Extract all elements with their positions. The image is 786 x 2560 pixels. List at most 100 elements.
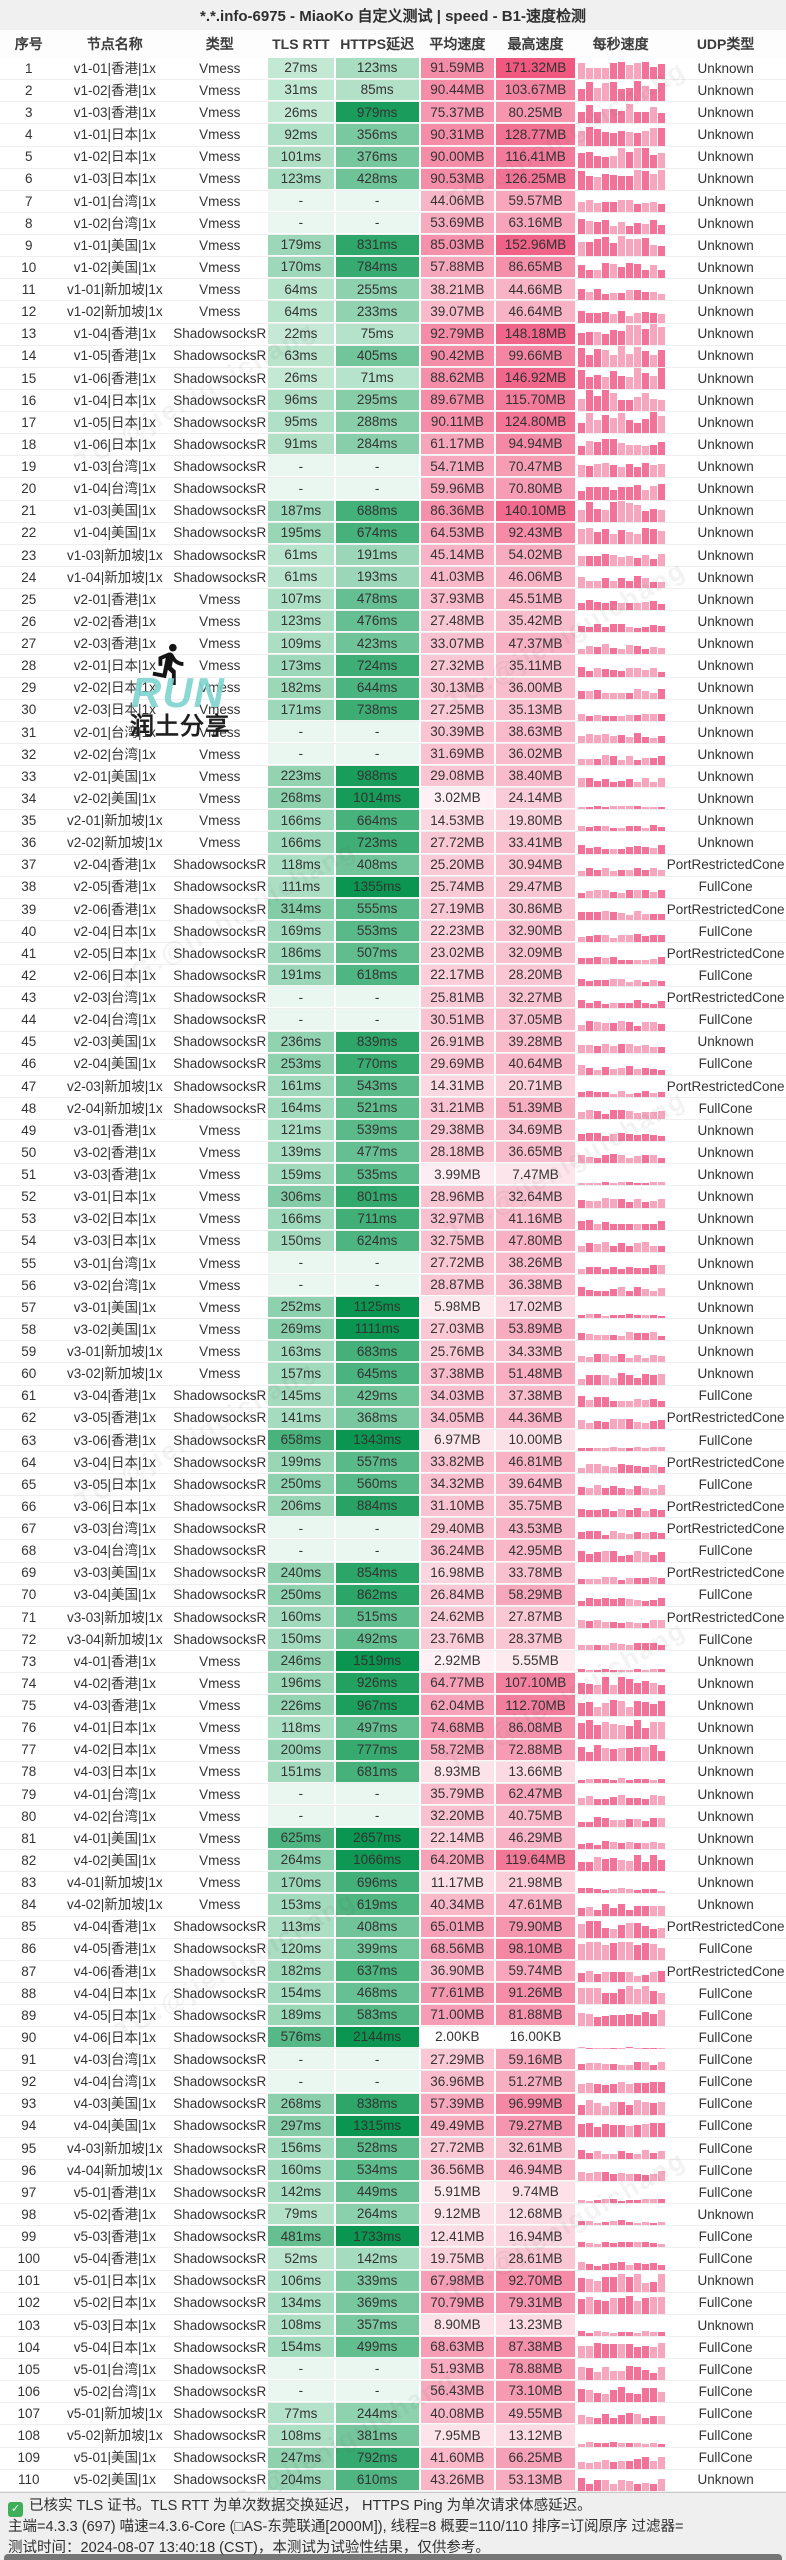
speed-bar (650, 1600, 658, 1606)
speed-bar (626, 934, 634, 942)
cell-tls-rtt: - (268, 2071, 334, 2093)
speed-bar (610, 648, 618, 655)
cell-type: Vmess (199, 613, 241, 629)
cell-https-latency: 288ms (335, 412, 419, 434)
speed-bar (658, 626, 666, 633)
speed-bar (618, 1448, 626, 1451)
cell-type: Vmess (199, 1897, 241, 1913)
cell-https-latency: 967ms (335, 1695, 419, 1717)
speed-sparkline (576, 855, 666, 876)
speed-bar (610, 1199, 618, 1208)
cell-max-speed: 66.25MB (495, 2447, 576, 2469)
speed-sparkline (576, 2403, 666, 2425)
cell-type: Vmess (199, 1277, 241, 1293)
speed-bar (626, 2221, 634, 2226)
table-row: 109 v5-01|美国|1x ShadowsocksR 247ms 792ms 41.6… (0, 2447, 786, 2470)
cell-node-name: v4-01|美国|1x (73, 1830, 156, 1846)
speed-bar (618, 1794, 626, 1805)
cell-https-latency: 688ms (335, 500, 419, 522)
cell-udp-type: Unknown (697, 1167, 754, 1183)
speed-bar (586, 1720, 594, 1739)
speed-bar (610, 1288, 618, 1296)
speed-bar (618, 467, 626, 478)
speed-bar (602, 868, 610, 876)
speed-bar (658, 1023, 666, 1031)
speed-bar (642, 2241, 650, 2248)
cell-tls-rtt: 108ms (268, 2425, 334, 2447)
speed-bar (602, 2394, 610, 2403)
cell-avg-speed: 44.06MB (420, 190, 494, 212)
speed-bar (578, 807, 586, 810)
speed-bar (642, 1067, 650, 1075)
cell-node-name: v4-04|新加坡|1x (67, 2162, 163, 2178)
table-row: 61 v3-04|香港|1x ShadowsocksR 145ms 429ms 34.03… (0, 1385, 786, 1408)
cell-node-name: v3-04|香港|1x (73, 1388, 156, 1404)
speed-bar (610, 62, 618, 80)
speed-bar (642, 2047, 650, 2049)
cell-type: ShadowsocksR (173, 1056, 267, 1072)
speed-bar (586, 827, 594, 832)
speed-bar (642, 1728, 650, 1739)
speed-bar (642, 238, 650, 257)
speed-bar (610, 1223, 618, 1230)
speed-bar (594, 1909, 602, 1916)
speed-bar (586, 1987, 594, 2004)
speed-bar (626, 1223, 634, 1230)
speed-bar (586, 1400, 594, 1407)
speed-bar (594, 112, 602, 124)
speed-bar (594, 419, 602, 434)
speed-bar (626, 65, 634, 80)
speed-bar (658, 2150, 666, 2159)
speed-bar (586, 1422, 594, 1429)
speed-bar (602, 1993, 610, 2004)
cell-node-name: v4-03|日本|1x (73, 1764, 156, 1780)
cell-tls-rtt: 109ms (268, 633, 334, 655)
speed-bar (642, 1747, 650, 1761)
cell-avg-speed: 41.03MB (420, 566, 494, 588)
cell-speed-sparkline (576, 2359, 666, 2381)
cell-speed-sparkline (576, 655, 666, 677)
cell-avg-speed: 27.72MB (420, 1252, 494, 1274)
cell-avg-speed: 29.40MB (420, 1518, 494, 1540)
speed-bar (602, 1576, 610, 1584)
cell-index: 83 (21, 1875, 37, 1891)
table-row: 78 v4-03|日本|1x Vmess 151ms 681ms 8.93MB 13.66M… (0, 1761, 786, 1784)
cell-type: Vmess (199, 1189, 241, 1205)
cell-udp-type: Unknown (697, 326, 754, 342)
speed-bar (626, 2277, 634, 2292)
speed-bar (642, 1314, 650, 1319)
cell-node-name: v2-02|美国|1x (73, 790, 156, 806)
speed-bar (578, 2124, 586, 2137)
speed-bar (658, 326, 666, 345)
speed-bar (618, 1677, 626, 1695)
cell-tls-rtt: 236ms (268, 1031, 334, 1053)
table-row: 4 v1-01|日本|1x Vmess 92ms 356ms 90.31MB 128.77M… (0, 124, 786, 147)
speed-bar (586, 1645, 594, 1650)
speed-bar (578, 398, 586, 411)
speed-sparkline (576, 2116, 666, 2137)
cell-index: 91 (21, 2052, 37, 2068)
speed-bar (586, 980, 594, 987)
speed-bar (626, 2242, 634, 2248)
cell-speed-sparkline (576, 1341, 666, 1363)
speed-bar (594, 2442, 602, 2447)
cell-max-speed: 96.99MB (495, 2093, 576, 2115)
cell-avg-speed: 90.11MB (420, 412, 494, 434)
speed-bar (610, 243, 618, 257)
cell-https-latency: 1111ms (335, 1319, 419, 1341)
speed-bar (610, 464, 618, 478)
speed-bar (594, 1290, 602, 1296)
speed-bar (618, 2124, 626, 2137)
cell-node-name: v3-04|台湾|1x (73, 1543, 156, 1559)
cell-max-speed: 46.94MB (495, 2159, 576, 2181)
cell-udp-type: Unknown (697, 1720, 754, 1736)
speed-bar (634, 805, 642, 810)
speed-bar (634, 2100, 642, 2115)
speed-bar (634, 2414, 642, 2425)
cell-speed-sparkline (576, 877, 666, 898)
cell-type: ShadowsocksR (173, 481, 267, 497)
speed-bar (634, 1797, 642, 1805)
speed-bar (658, 1644, 666, 1650)
cell-index: 12 (21, 304, 37, 320)
cell-type: ShadowsocksR (173, 569, 267, 585)
